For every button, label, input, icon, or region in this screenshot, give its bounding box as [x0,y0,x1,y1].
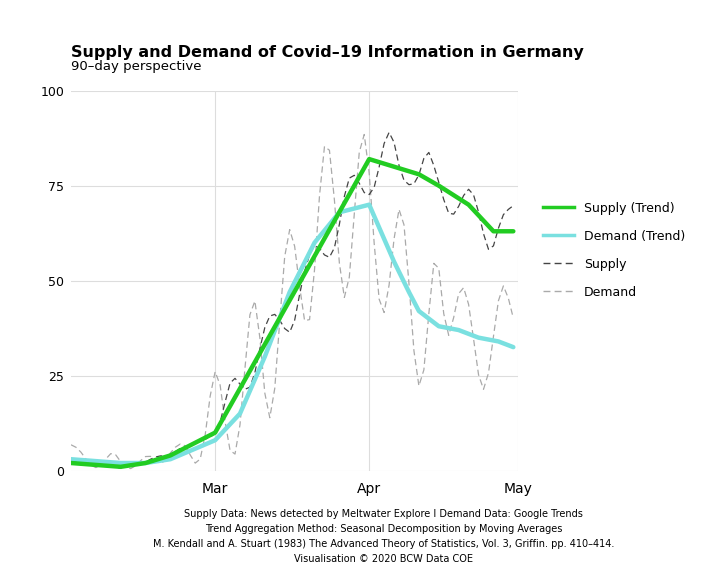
Text: Supply Data: News detected by Meltwater Explore I Demand Data: Google Trends
Tre: Supply Data: News detected by Meltwater … [153,509,614,564]
Text: Supply and Demand of Covid–19 Information in Germany: Supply and Demand of Covid–19 Informatio… [71,45,584,60]
Text: 90–day perspective: 90–day perspective [71,60,202,73]
Legend: Supply (Trend), Demand (Trend), Supply, Demand: Supply (Trend), Demand (Trend), Supply, … [538,197,690,304]
